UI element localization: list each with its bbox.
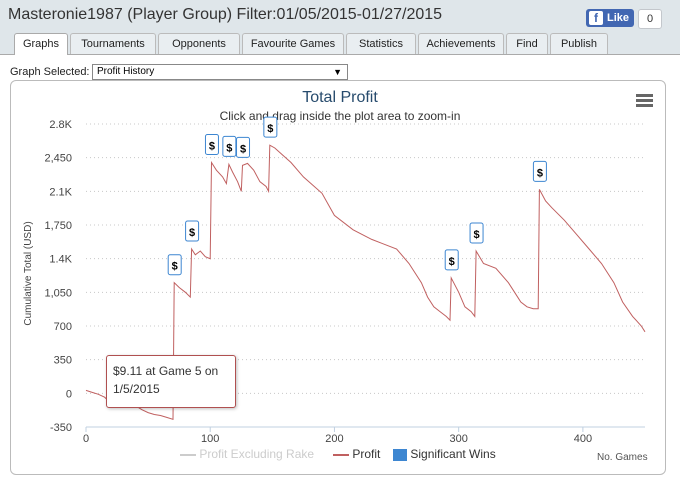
y-tick-label: 700: [54, 321, 72, 333]
flag-label: $: [189, 227, 195, 239]
significant-win-flag[interactable]: $: [469, 222, 484, 244]
flag-box: [532, 160, 547, 182]
flag-label: $: [537, 167, 543, 179]
chart-tooltip: $9.11 at Game 5 on 1/5/2015: [106, 355, 236, 408]
significant-win-flag[interactable]: $: [222, 135, 237, 157]
graph-selected-label: Graph Selected:: [10, 66, 90, 78]
significant-win-flag[interactable]: $: [185, 220, 200, 242]
y-tick-label: 2.8K: [49, 119, 72, 131]
flag-box: [263, 116, 278, 138]
flag-label: $: [226, 142, 232, 154]
legend-line-icon: [333, 453, 349, 456]
legend-item-significant-wins[interactable]: Significant Wins: [393, 447, 496, 461]
y-tick-label: 1,050: [44, 287, 72, 299]
chart-container: [10, 80, 666, 475]
chart-subtitle: Click and drag inside the plot area to z…: [219, 109, 461, 123]
x-tick-label: 0: [83, 433, 89, 445]
y-tick-label: 1,750: [44, 220, 72, 232]
x-tick-label: 300: [449, 433, 467, 445]
profit-series-line: [85, 144, 646, 420]
tab-favourite-games[interactable]: Favourite Games: [242, 33, 344, 54]
flag-box: [444, 249, 459, 271]
y-tick-label: 0: [66, 388, 72, 400]
flag-label: $: [473, 229, 479, 241]
significant-win-flag[interactable]: $: [167, 254, 182, 276]
facebook-like-button[interactable]: f Like: [586, 9, 634, 27]
flag-box: [204, 133, 219, 155]
x-tick-label: 200: [325, 433, 343, 445]
legend-label: Profit: [352, 447, 381, 461]
x-tick-label: 100: [201, 433, 219, 445]
tab-opponents[interactable]: Opponents: [158, 33, 240, 54]
flag-box: [167, 254, 182, 276]
legend-label: Significant Wins: [410, 447, 496, 461]
legend-line-icon: [180, 453, 196, 456]
facebook-icon: f: [589, 11, 603, 25]
tab-statistics[interactable]: Statistics: [346, 33, 416, 54]
tab-tournaments[interactable]: Tournaments: [70, 33, 156, 54]
tab-publish[interactable]: Publish: [550, 33, 608, 54]
y-axis-label: Cumulative Total (USD): [23, 221, 34, 325]
flag-box: [469, 222, 484, 244]
significant-win-flag[interactable]: $: [532, 160, 547, 182]
tooltip-line-2: 1/5/2015: [113, 382, 160, 396]
chart-menu-icon[interactable]: [636, 94, 654, 108]
significant-win-flag[interactable]: $: [263, 116, 278, 138]
graph-select-value: Profit History: [97, 66, 155, 77]
chart-title: Total Profit: [302, 89, 378, 106]
graph-select-dropdown[interactable]: Profit History ▼: [92, 64, 348, 80]
like-label: Like: [607, 12, 630, 24]
flag-label: $: [240, 143, 246, 155]
flag-label: $: [172, 261, 178, 273]
flag-label: $: [267, 123, 273, 135]
legend-label: Profit Excluding Rake: [199, 447, 315, 461]
like-count: 0: [638, 9, 662, 29]
title-bar: Masteronie1987 (Player Group) Filter:01/…: [0, 0, 680, 32]
y-tick-label: 350: [54, 355, 72, 367]
flag-box: [222, 135, 237, 157]
flag-label: $: [449, 256, 455, 268]
y-tick-label: -350: [50, 422, 72, 434]
tab-graphs[interactable]: Graphs: [14, 33, 68, 55]
legend-item-profit[interactable]: Profit: [333, 447, 380, 461]
x-axis-label: No. Games: [597, 452, 648, 463]
flag-label: $: [209, 140, 215, 152]
significant-win-flag[interactable]: $: [204, 133, 219, 155]
flag-box: [236, 136, 251, 158]
x-tick-label: 400: [574, 433, 592, 445]
tab-find[interactable]: Find: [506, 33, 548, 54]
significant-win-flag[interactable]: $: [236, 136, 251, 158]
tooltip-line-1: $9.11 at Game 5 on: [113, 364, 219, 378]
y-tick-label: 1.4K: [49, 254, 72, 266]
y-tick-label: 2,450: [44, 153, 72, 165]
window-title: Masteronie1987 (Player Group) Filter:01/…: [8, 6, 443, 23]
legend-item-profit-excluding-rake[interactable]: Profit Excluding Rake: [180, 447, 314, 461]
legend-square-icon: [393, 448, 407, 461]
tab-achievements[interactable]: Achievements: [418, 33, 504, 54]
flag-box: [185, 220, 200, 242]
significant-win-flag[interactable]: $: [444, 249, 459, 271]
dropdown-arrow-icon: ▼: [333, 67, 342, 77]
y-tick-label: 2.1K: [49, 186, 72, 198]
